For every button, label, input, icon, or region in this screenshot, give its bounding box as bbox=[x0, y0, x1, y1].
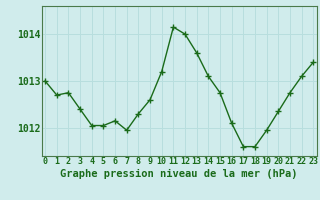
X-axis label: Graphe pression niveau de la mer (hPa): Graphe pression niveau de la mer (hPa) bbox=[60, 169, 298, 179]
